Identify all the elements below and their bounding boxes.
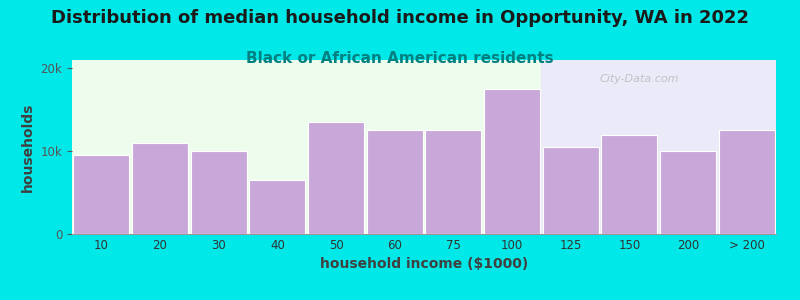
Bar bbox=[484, 89, 540, 234]
Bar bbox=[366, 130, 422, 234]
Text: City-Data.com: City-Data.com bbox=[600, 74, 679, 84]
Bar bbox=[542, 60, 800, 234]
Bar bbox=[308, 122, 364, 234]
Y-axis label: households: households bbox=[21, 102, 35, 192]
Bar bbox=[719, 130, 774, 234]
Bar bbox=[132, 143, 188, 234]
Bar bbox=[190, 151, 246, 234]
Bar bbox=[250, 180, 305, 234]
Bar bbox=[543, 147, 598, 234]
Text: Distribution of median household income in Opportunity, WA in 2022: Distribution of median household income … bbox=[51, 9, 749, 27]
Bar bbox=[74, 155, 129, 234]
Bar bbox=[660, 151, 716, 234]
Bar bbox=[426, 130, 482, 234]
X-axis label: household income ($1000): household income ($1000) bbox=[320, 257, 528, 272]
Bar bbox=[602, 135, 658, 234]
Text: Black or African American residents: Black or African American residents bbox=[246, 51, 554, 66]
